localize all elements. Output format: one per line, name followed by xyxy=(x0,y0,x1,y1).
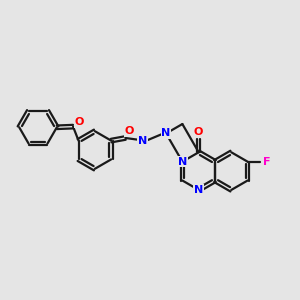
Text: O: O xyxy=(194,127,203,137)
Text: N: N xyxy=(161,128,171,138)
Text: O: O xyxy=(75,117,84,127)
Text: N: N xyxy=(194,185,203,195)
Text: N: N xyxy=(178,157,187,167)
Text: N: N xyxy=(138,136,147,146)
Text: O: O xyxy=(125,126,134,136)
Text: F: F xyxy=(263,157,270,167)
